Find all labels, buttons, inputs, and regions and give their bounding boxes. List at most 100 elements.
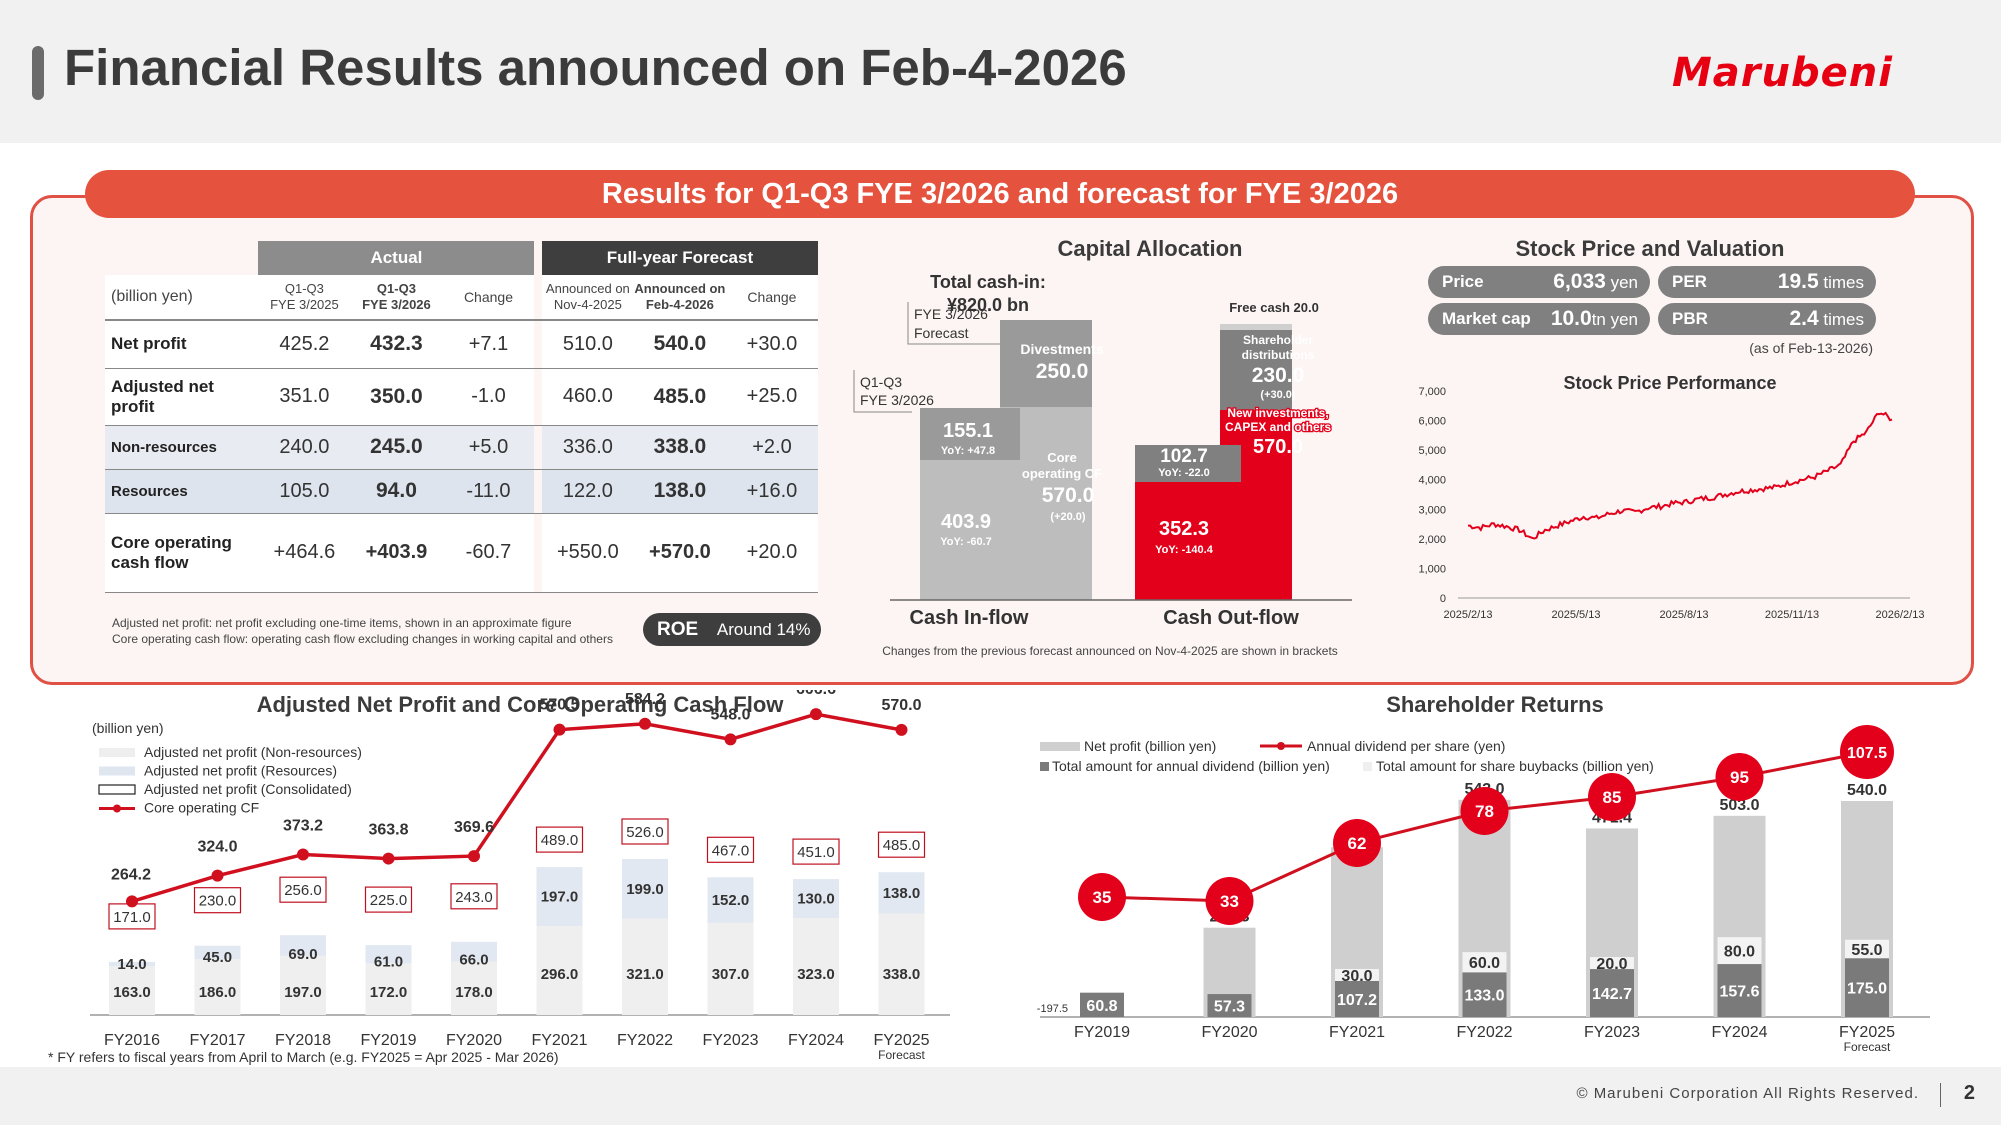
note-core-cf: Core operating cash flow: operating cash… — [112, 632, 613, 646]
bar-dividend — [1335, 980, 1379, 1017]
results-table-wrap: Actual Full-year Forecast (billion yen) … — [105, 241, 818, 593]
table-cell: +464.6 — [258, 513, 351, 592]
consolidated-box — [450, 883, 498, 910]
consolidated-box — [877, 831, 926, 858]
y-tick-label: 3,000 — [1418, 504, 1446, 516]
chart-title: Adjusted Net Profit and Core Operating C… — [257, 692, 785, 717]
core-cf-label: 363.8 — [368, 822, 408, 839]
core-cf-label: 324.0 — [197, 839, 237, 856]
bar-label-non-resources: 197.0 — [284, 984, 322, 1001]
x-tick-label: FY2024 — [788, 1032, 844, 1049]
bar-label-resources: 199.0 — [626, 881, 664, 898]
x-tick-label: 2025/11/13 — [1765, 609, 1819, 621]
core-cf-marker — [553, 723, 566, 736]
inflow-label: Cash In-flow — [910, 607, 1029, 629]
bar-non-resources — [280, 955, 326, 1015]
column-header: Announced on Nov-4-2025 — [541, 275, 634, 320]
roe-label: ROE — [657, 619, 699, 640]
core-cf-forecast-change: (+20.0) — [1050, 511, 1085, 523]
x-tick-label: 2026/2/13 — [1876, 609, 1925, 621]
table-cell: +5.0 — [442, 425, 535, 469]
bar-non-resources — [793, 918, 839, 1015]
core-cf-marker — [895, 723, 908, 736]
dividend-label: 157.6 — [1719, 984, 1759, 1001]
table-cell: +7.1 — [442, 320, 535, 368]
consolidated-label: 485.0 — [883, 837, 921, 854]
y-tick-label: 2,000 — [1418, 534, 1446, 546]
table-row: Non-resources 240.0 245.0 +5.0 336.0 338.0 +2.… — [105, 425, 818, 469]
q1q3-shareholder-bar — [1135, 445, 1241, 482]
total-cash-line2: ¥820.0 bn — [947, 295, 1029, 315]
q1q3-shareholder-yoy: YoY: -22.0 — [1158, 467, 1210, 479]
buyback-label: 80.0 — [1724, 944, 1755, 961]
pbr-pill: PBR 2.4 times — [1658, 303, 1876, 335]
bar-resources — [109, 961, 155, 967]
bar-label-non-resources: 323.0 — [797, 966, 835, 983]
core-cf-label: 548.0 — [710, 706, 750, 723]
column-header: Change — [725, 275, 818, 320]
q1q3-label-2: FYE 3/2026 — [860, 392, 934, 408]
x-tick-label: FY2021 — [1329, 1024, 1385, 1041]
table-cell: 540.0 — [633, 320, 726, 368]
per-unit: times — [1823, 273, 1864, 292]
dps-marker — [1588, 773, 1636, 821]
legend-marker — [1277, 742, 1285, 750]
table-row: Net profit 425.2 432.3 +7.1 510.0 540.0 +30.0 — [105, 320, 818, 368]
table-cell: 336.0 — [541, 425, 634, 469]
table-cell: 240.0 — [258, 425, 351, 469]
x-tick-label: FY2025 — [873, 1032, 929, 1049]
bar-buyback — [1845, 939, 1889, 959]
bar-resources — [707, 877, 754, 923]
buyback-label: 60.0 — [1469, 955, 1500, 972]
legend-swatch — [1363, 762, 1372, 771]
per-label: PER — [1672, 272, 1707, 291]
free-cash-bar — [1220, 324, 1292, 330]
roe-value: Around 14% — [716, 620, 811, 639]
core-cf-label-1: Core — [1047, 450, 1077, 465]
bar-label-non-resources: 172.0 — [370, 984, 408, 1001]
dps-marker — [1460, 787, 1509, 835]
consolidated-label: 489.0 — [541, 832, 579, 849]
stock-title: Stock Price and Valuation — [1515, 236, 1785, 261]
core-cf-forecast-value: 570.0 — [1042, 484, 1095, 507]
table-cell: 485.0 — [633, 368, 726, 425]
bar-label-resources: 130.0 — [797, 891, 835, 908]
column-header-line1: Q1-Q3 — [284, 281, 324, 296]
table-cell: -1.0 — [442, 368, 535, 425]
x-tick-label: FY2023 — [702, 1032, 758, 1049]
column-header: Q1-Q3 FYE 3/2026 — [350, 275, 443, 320]
consolidated-box — [706, 836, 755, 863]
column-header: Q1-Q3 FYE 3/2025 — [258, 275, 351, 320]
net-profit-label: 503.0 — [1719, 797, 1759, 814]
table-cell: +550.0 — [541, 513, 634, 592]
row-label: Net profit — [105, 320, 259, 368]
bar-label-non-resources: 163.0 — [113, 984, 151, 1001]
dps-label: 35 — [1093, 888, 1112, 907]
dividend-label: 57.3 — [1214, 999, 1245, 1016]
consolidated-box — [364, 886, 413, 913]
column-header-line2: FYE 3/2025 — [270, 297, 339, 312]
fy-footnote: * FY refers to fiscal years from April t… — [48, 1049, 559, 1065]
bar-resources — [536, 867, 583, 927]
shareholder-returns-chart: Shareholder Returns Net profit (billion y… — [1037, 692, 1930, 1054]
core-cf-marker — [724, 733, 737, 746]
consolidated-box — [193, 887, 242, 914]
copyright: © Marubeni Corporation All Rights Reserv… — [1576, 1085, 1919, 1102]
core-cf-marker — [211, 869, 224, 882]
dps-marker — [1078, 873, 1126, 921]
note-adjusted: Adjusted net profit: net profit excludin… — [112, 616, 572, 630]
shareholder-label-2: distributions — [1242, 348, 1315, 362]
column-header-line1: Announced on — [545, 281, 630, 296]
price-unit: yen — [1610, 273, 1638, 292]
dps-marker — [1715, 753, 1764, 801]
bar-label-resources: 45.0 — [203, 949, 232, 966]
q1q3-investments-yoy: YoY: -140.4 — [1155, 544, 1214, 556]
y-tick-label: 0 — [1440, 593, 1446, 605]
dps-label: 62 — [1348, 834, 1367, 853]
investments-label-1: New investments, — [1227, 406, 1328, 420]
core-cf-label: 264.2 — [111, 866, 151, 883]
legend-marker — [113, 804, 121, 813]
bar-resources — [793, 879, 839, 919]
legend-label: Adjusted net profit (Non-resources) — [144, 744, 362, 760]
core-cf-marker — [639, 717, 651, 730]
